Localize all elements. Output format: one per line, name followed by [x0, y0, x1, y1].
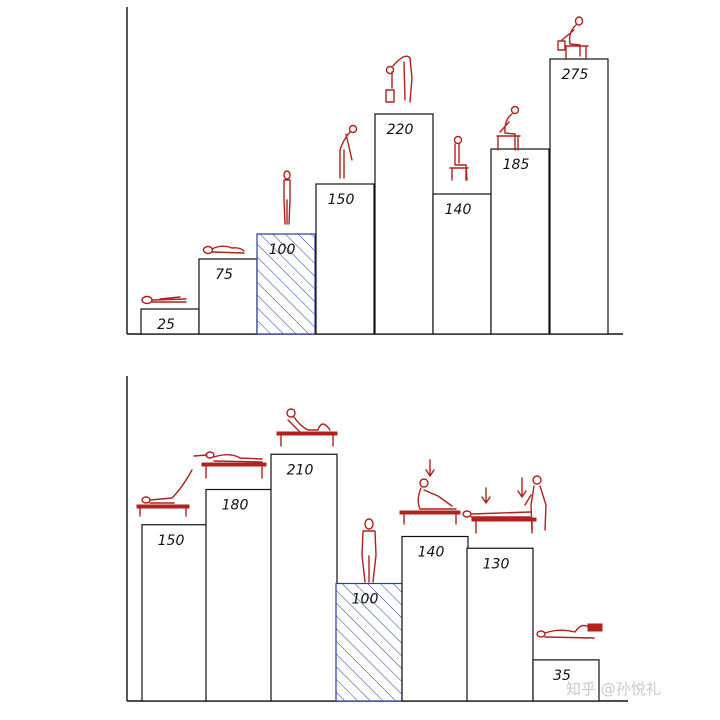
down-arrow-icon [425, 459, 435, 477]
bar-2 [198, 258, 258, 335]
bar-label-8: 275 [562, 67, 589, 83]
bar-7 [490, 148, 550, 335]
bar-label-1: 150 [158, 533, 185, 549]
prone-leg-raise-figure-icon [136, 469, 193, 517]
bar-label-4: 150 [328, 192, 355, 208]
side-lying-figure-icon [536, 623, 603, 639]
bar-label-2: 180 [222, 498, 249, 514]
bar-label-7: 35 [553, 668, 571, 684]
seated-stretch-figure-icon [399, 459, 461, 525]
sit-up-figure-icon [276, 408, 338, 447]
seated-lifting-figure-icon [557, 16, 589, 59]
bar-1 [141, 524, 209, 702]
bar-label-7: 185 [503, 157, 530, 173]
bar-5 [401, 535, 469, 702]
sitting-figure-icon [449, 135, 469, 181]
bar-label-5: 140 [418, 545, 445, 561]
prone-back-extension-figure-icon [193, 451, 267, 479]
bar-label-2: 75 [215, 267, 233, 283]
bar-label-3: 210 [287, 462, 314, 478]
standing-figure-icon [361, 518, 377, 583]
prone-pressure-figure-icon [462, 475, 547, 534]
chart-top: 25 75 100 150 220 140 185 275 [126, 7, 623, 335]
bar-label-6: 130 [483, 556, 510, 572]
bar-3 [256, 233, 316, 335]
bar-7 [532, 659, 600, 702]
bar-5 [374, 113, 434, 335]
bar-label-6: 140 [445, 202, 472, 218]
bar-4 [315, 183, 375, 335]
bar-label-5: 220 [387, 122, 414, 138]
bar-2 [205, 488, 273, 702]
bar-6 [466, 547, 534, 702]
down-arrow-icon [481, 487, 491, 504]
bar-label-1: 25 [157, 317, 175, 333]
bar-8 [549, 58, 609, 335]
watermark: 知乎 @孙悦礼 [566, 680, 661, 698]
bent-standing-figure-icon [339, 124, 358, 179]
bar-3 [270, 453, 338, 702]
lifting-figure-icon [385, 55, 413, 103]
chart-bottom: 150 180 210 100 140 130 35 [126, 376, 628, 702]
bar-label-4: 100 [352, 592, 379, 608]
side-lying-figure-icon [202, 245, 245, 255]
down-arrow-icon [517, 477, 527, 498]
standing-figure-icon [283, 170, 291, 225]
lying-figure-icon [141, 295, 187, 305]
bar-label-3: 100 [269, 242, 296, 258]
sitting-bent-figure-icon [496, 105, 521, 151]
